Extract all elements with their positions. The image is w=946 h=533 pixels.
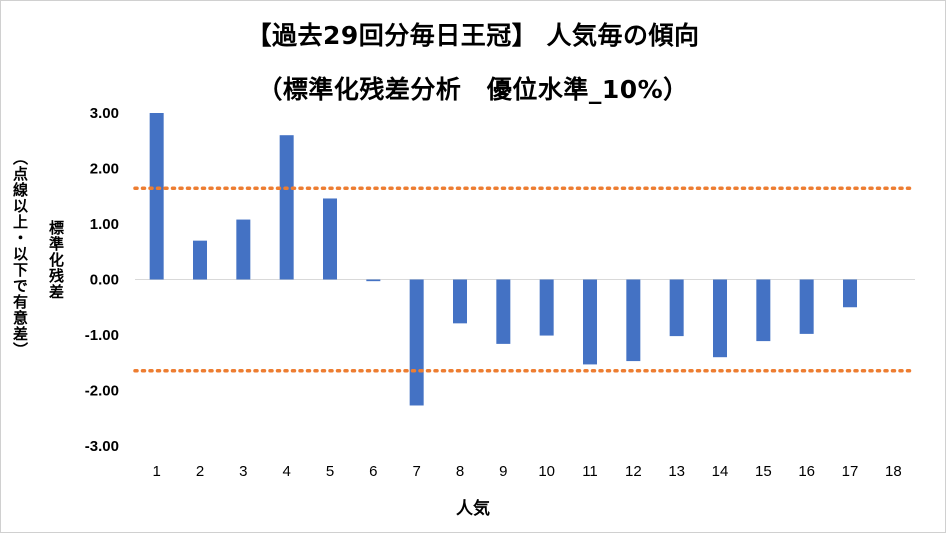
x-tick-label: 17	[842, 463, 859, 480]
x-tick-label: 9	[499, 463, 507, 480]
x-tick-label: 10	[538, 463, 555, 480]
bar-10	[539, 279, 554, 336]
bar-17	[843, 279, 857, 308]
x-tick-label: 1	[152, 463, 160, 480]
x-tick-label: 6	[369, 463, 377, 480]
x-tick-label: 12	[625, 463, 642, 480]
bar-8	[453, 279, 467, 324]
x-tick-label: 8	[456, 463, 464, 480]
y-tick-label: -3.00	[85, 438, 119, 455]
bar-14	[713, 279, 727, 358]
x-tick-label: 3	[239, 463, 247, 480]
bar-3	[236, 219, 251, 280]
bar-7	[409, 279, 424, 406]
x-tick-label: 13	[668, 463, 685, 480]
x-tick-label: 5	[326, 463, 334, 480]
bar-2	[193, 240, 207, 280]
y-axis-label-line-2: （点線以上・以下で有意差）	[11, 150, 29, 358]
x-tick-label: 7	[412, 463, 420, 480]
y-axis-label-line-1: 標準化残差	[47, 220, 65, 300]
x-tick-label: 15	[755, 463, 772, 480]
bar-6	[366, 279, 381, 282]
x-tick-label: 4	[282, 463, 290, 480]
y-tick-label: 1.00	[90, 216, 119, 233]
bar-5	[323, 198, 337, 280]
x-tick-label: 14	[712, 463, 729, 480]
bar-9	[496, 279, 511, 344]
bar-15	[756, 279, 771, 342]
y-axis-label: 標準化残差 （点線以上・以下で有意差）	[6, 150, 65, 410]
bar-16	[799, 279, 814, 334]
bar-12	[626, 279, 641, 362]
x-tick-label: 18	[885, 463, 902, 480]
bar-4	[279, 135, 294, 280]
chart-title-line-1: 【過去29回分毎日王冠】 人気毎の傾向	[246, 21, 700, 50]
y-tick-label: -1.00	[85, 327, 119, 344]
bar-1	[149, 113, 164, 280]
x-tick-label: 16	[798, 463, 815, 480]
y-tick-label: -2.00	[85, 383, 119, 400]
chart-title-line-2: （標準化残差分析 優位水準_10%）	[257, 75, 689, 104]
y-tick-label: 3.00	[90, 105, 119, 122]
x-tick-label: 2	[196, 463, 204, 480]
x-tick-label: 11	[582, 463, 598, 480]
x-axis-label: 人気	[456, 499, 490, 519]
y-tick-label: 2.00	[90, 161, 119, 178]
y-tick-label: 0.00	[90, 272, 119, 289]
bar-13	[669, 279, 684, 337]
bar-11	[583, 279, 597, 365]
